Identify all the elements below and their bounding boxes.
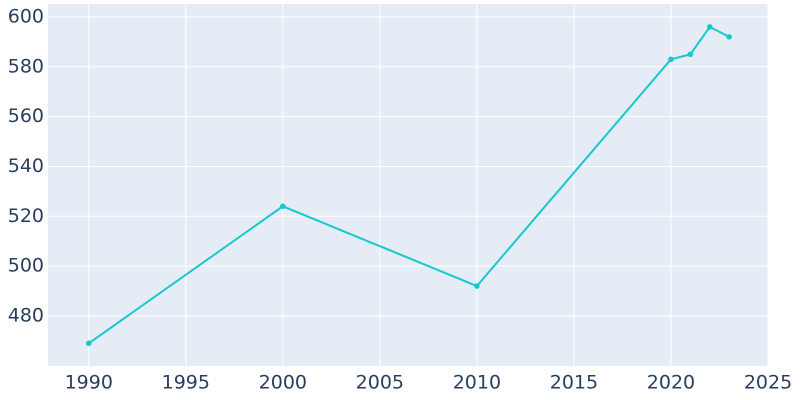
point <box>706 24 713 30</box>
y-tick-label: 500 <box>8 255 44 277</box>
point <box>474 283 480 289</box>
x-tick-label: 2015 <box>550 372 598 394</box>
point <box>726 34 732 40</box>
y-tick-label: 540 <box>8 155 44 177</box>
y-tick-label: 520 <box>8 205 44 227</box>
x-tick-label: 2005 <box>356 372 404 394</box>
y-tick-label: 580 <box>8 55 44 77</box>
x-tick-label: 2000 <box>259 372 307 394</box>
y-tick-label: 560 <box>8 105 44 127</box>
x-tick-label: 2025 <box>744 372 792 394</box>
x-tick-label: 2010 <box>453 372 501 394</box>
point <box>280 203 286 210</box>
y-tick-label: 480 <box>8 304 44 326</box>
x-tick-label: 1990 <box>65 372 113 394</box>
x-tick-label: 1995 <box>162 372 210 394</box>
plot-area <box>48 4 768 366</box>
point <box>85 340 92 347</box>
point <box>668 56 674 63</box>
y-tick-label: 600 <box>8 5 44 27</box>
x-tick-label: 2020 <box>647 372 695 394</box>
point <box>687 51 694 58</box>
